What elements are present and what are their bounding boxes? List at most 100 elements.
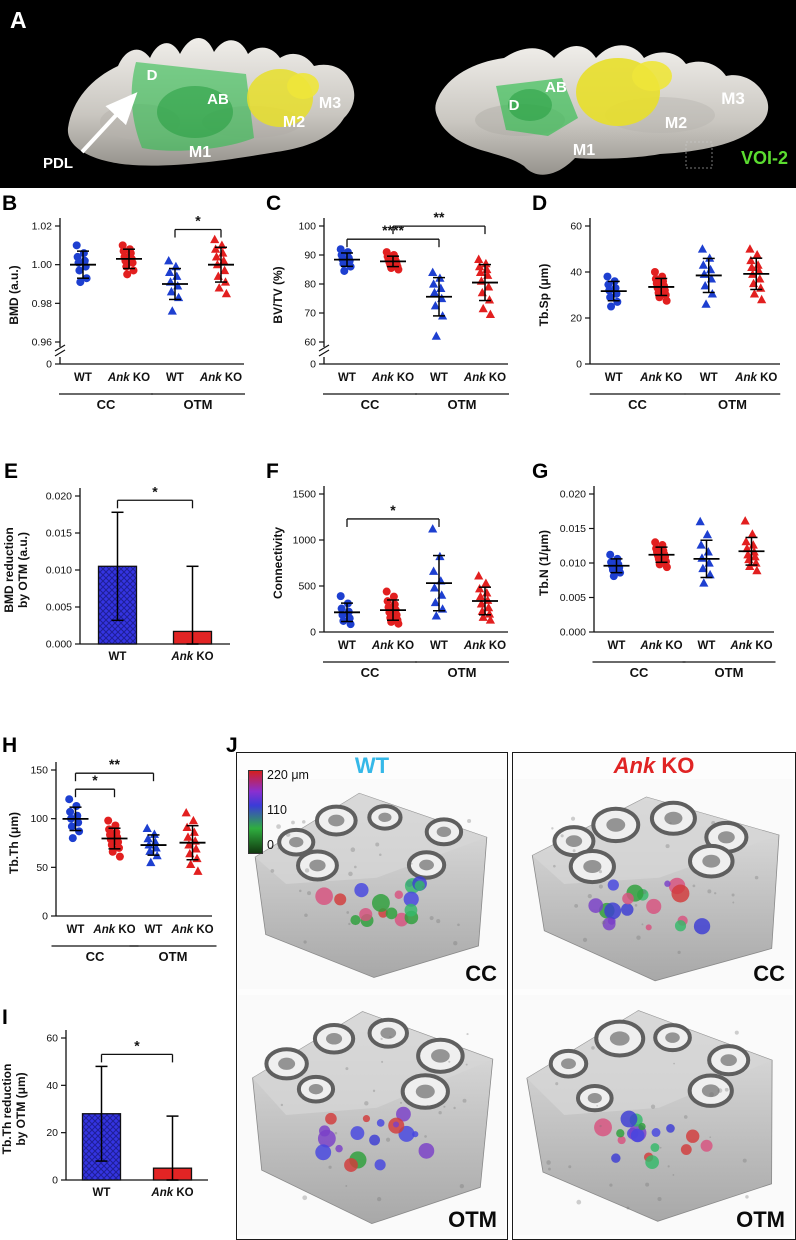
panel-i: I 0 20 40 60 Tb.Th reductionby OTM (μm) WT Ank… bbox=[0, 1006, 218, 1238]
svg-text:1.00: 1.00 bbox=[32, 259, 53, 271]
panel-h-letter: H bbox=[2, 734, 18, 757]
svg-text:0.96: 0.96 bbox=[32, 337, 53, 349]
panel-j-ko-column: Ank KO CC OTM bbox=[512, 752, 796, 1240]
svg-text:OTM: OTM bbox=[448, 665, 477, 680]
label-m3-left: M3 bbox=[319, 95, 341, 112]
svg-text:Ank KO: Ank KO bbox=[170, 924, 213, 936]
svg-text:0: 0 bbox=[52, 1175, 58, 1187]
label-m2-right: M2 bbox=[665, 115, 687, 132]
svg-text:0.010: 0.010 bbox=[560, 558, 586, 570]
svg-text:80: 80 bbox=[304, 279, 316, 291]
label-ab-left: AB bbox=[207, 91, 229, 108]
svg-text:WT: WT bbox=[74, 372, 92, 384]
svg-text:WT: WT bbox=[67, 924, 85, 936]
panel-b: B 0.96 0.98 1.00 1.02 0 BMD (a.u.) WT Ank KO WT A… bbox=[2, 192, 254, 462]
svg-text:Ank KO: Ank KO bbox=[150, 1187, 193, 1199]
label-voi-2: VOI-2 bbox=[741, 148, 788, 168]
svg-text:WT: WT bbox=[700, 372, 718, 384]
label-d-left: D bbox=[147, 67, 158, 84]
panel-d-letter: D bbox=[532, 192, 548, 215]
color-scalebar: 220 μm 110 0 bbox=[248, 768, 338, 862]
svg-text:1500: 1500 bbox=[293, 489, 317, 501]
svg-text:OTM: OTM bbox=[184, 397, 213, 412]
svg-text:150: 150 bbox=[30, 765, 48, 777]
svg-text:*: * bbox=[390, 502, 396, 518]
svg-text:40: 40 bbox=[570, 267, 582, 279]
svg-text:Ank KO: Ank KO bbox=[170, 651, 213, 663]
svg-text:Ank KO: Ank KO bbox=[734, 372, 777, 384]
panel-b-letter: B bbox=[2, 192, 18, 215]
label-m3-right: M3 bbox=[721, 89, 745, 108]
svg-text:0.020: 0.020 bbox=[46, 491, 72, 503]
svg-text:Connectivity: Connectivity bbox=[271, 527, 285, 599]
svg-text:Ank KO: Ank KO bbox=[92, 924, 135, 936]
chart-connectivity: 0 500 1000 1500 Connectivity WT Ank KO WT Ank KO… bbox=[271, 486, 509, 680]
svg-text:WT: WT bbox=[145, 924, 163, 936]
svg-text:WT: WT bbox=[338, 372, 356, 384]
svg-text:WT: WT bbox=[109, 651, 127, 663]
svg-text:0: 0 bbox=[42, 911, 48, 923]
label-m1-right: M1 bbox=[573, 142, 595, 159]
microct-ko-cc bbox=[514, 779, 793, 989]
svg-text:Ank KO: Ank KO bbox=[463, 640, 506, 652]
svg-text:40: 40 bbox=[46, 1080, 58, 1092]
svg-text:WT: WT bbox=[166, 372, 184, 384]
svg-text:Tb.Th reductionby OTM (μm): Tb.Th reductionby OTM (μm) bbox=[2, 1064, 28, 1155]
panel-a-letter: A bbox=[10, 7, 27, 33]
svg-text:*: * bbox=[134, 1037, 140, 1053]
panel-g-letter: G bbox=[532, 460, 549, 483]
svg-text:BMD (a.u.): BMD (a.u.) bbox=[7, 265, 21, 324]
panel-g: G 0.000 0.005 0.010 0.015 0.020 Tb.N (1/μm) WT… bbox=[532, 460, 784, 730]
svg-text:1000: 1000 bbox=[293, 535, 317, 547]
scalebar-mid-label: 110 bbox=[267, 803, 287, 817]
svg-text:0.000: 0.000 bbox=[46, 639, 72, 651]
svg-text:CC: CC bbox=[361, 397, 380, 412]
voi-yellow-overlay-right bbox=[632, 61, 672, 91]
svg-text:100: 100 bbox=[30, 813, 48, 825]
svg-text:0.005: 0.005 bbox=[46, 602, 72, 614]
svg-text:20: 20 bbox=[46, 1127, 58, 1139]
dotted-roi-box bbox=[685, 141, 713, 169]
panel-f: F 0 500 1000 1500 Connectivity WT Ank KO WT Ank … bbox=[266, 460, 518, 730]
svg-text:WT: WT bbox=[430, 640, 448, 652]
svg-text:Ank KO: Ank KO bbox=[639, 372, 682, 384]
wt-column-label: WT bbox=[354, 753, 390, 778]
svg-text:70: 70 bbox=[304, 308, 316, 320]
voi-green-core-left bbox=[157, 86, 233, 138]
svg-text:0.020: 0.020 bbox=[560, 489, 586, 501]
svg-text:BMD reductionby OTM (a.u.): BMD reductionby OTM (a.u.) bbox=[4, 527, 30, 612]
chart-bvtv: 60 70 80 90 100 0 BV/TV (%) WT Ank KO WT Ank KO CC O… bbox=[271, 209, 509, 412]
ank-ko-column-label: Ank KO bbox=[613, 753, 695, 778]
svg-text:60: 60 bbox=[46, 1033, 58, 1045]
svg-text:WT: WT bbox=[93, 1187, 111, 1199]
svg-text:Tb.Th (μm): Tb.Th (μm) bbox=[7, 812, 21, 874]
svg-text:Ank KO: Ank KO bbox=[463, 372, 506, 384]
pdl-arrow bbox=[80, 92, 138, 154]
label-d-right: D bbox=[509, 97, 520, 114]
svg-text:0.015: 0.015 bbox=[560, 523, 586, 535]
svg-text:OTM: OTM bbox=[448, 397, 477, 412]
svg-text:WT: WT bbox=[430, 372, 448, 384]
svg-text:90: 90 bbox=[304, 250, 316, 262]
svg-text:Ank KO: Ank KO bbox=[371, 372, 414, 384]
panel-j-letter: J bbox=[226, 734, 238, 757]
svg-text:0.015: 0.015 bbox=[46, 528, 72, 540]
scalebar-max-label: 220 μm bbox=[267, 768, 309, 782]
svg-text:Ank KO: Ank KO bbox=[107, 372, 150, 384]
color-scalebar-gradient bbox=[248, 770, 263, 854]
svg-text:CC: CC bbox=[628, 397, 647, 412]
scalebar-min-label: 0 bbox=[267, 838, 274, 852]
panel-c-letter: C bbox=[266, 192, 282, 215]
svg-text:0.005: 0.005 bbox=[560, 592, 586, 604]
svg-text:100: 100 bbox=[298, 221, 316, 233]
svg-text:**: ** bbox=[434, 209, 445, 225]
panel-e: E 0.000 0.005 0.010 0.015 0.020 BMD reduction… bbox=[2, 460, 240, 732]
svg-text:0: 0 bbox=[46, 359, 52, 371]
svg-text:20: 20 bbox=[570, 313, 582, 325]
svg-text:CC: CC bbox=[86, 949, 105, 964]
voi-green-core-right bbox=[508, 89, 552, 121]
svg-text:50: 50 bbox=[36, 862, 48, 874]
svg-text:WT: WT bbox=[338, 640, 356, 652]
svg-text:OTM: OTM bbox=[715, 665, 744, 680]
